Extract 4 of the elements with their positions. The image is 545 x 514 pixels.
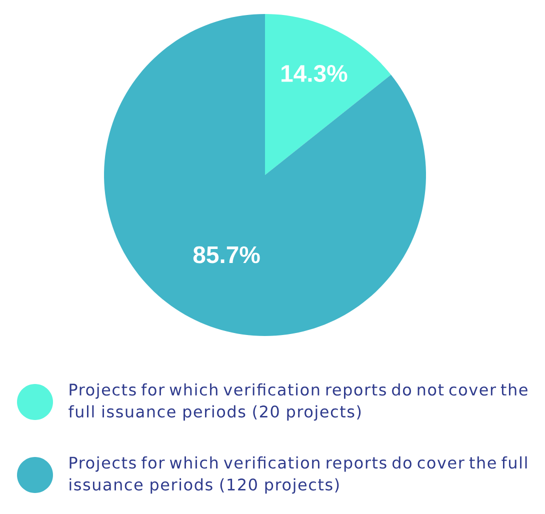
legend-label: Projects for which verification reports do cover the full issuance periods (120 projects) (70, 456, 527, 494)
legend-label: Projects for which verification reports do not cover the full issuance periods (20 projects) (68, 383, 528, 421)
data-label: 14.3% (282, 65, 348, 82)
data-label: 85.7% (193, 246, 260, 264)
